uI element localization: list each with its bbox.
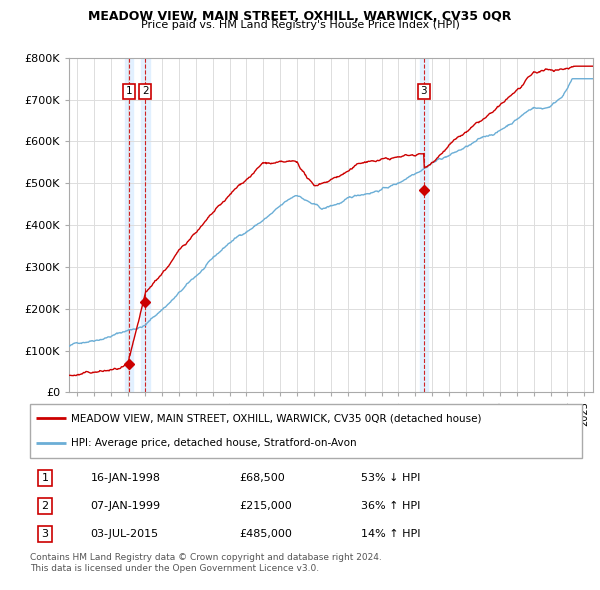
- Text: 53% ↓ HPI: 53% ↓ HPI: [361, 473, 421, 483]
- Text: £215,000: £215,000: [240, 502, 293, 511]
- Text: 2: 2: [41, 502, 49, 511]
- Text: 1: 1: [41, 473, 49, 483]
- Text: 36% ↑ HPI: 36% ↑ HPI: [361, 502, 421, 511]
- Bar: [141, 58, 149, 392]
- Text: MEADOW VIEW, MAIN STREET, OXHILL, WARWICK, CV35 0QR: MEADOW VIEW, MAIN STREET, OXHILL, WARWIC…: [88, 10, 512, 23]
- Text: Price paid vs. HM Land Registry's House Price Index (HPI): Price paid vs. HM Land Registry's House …: [140, 20, 460, 30]
- Text: MEADOW VIEW, MAIN STREET, OXHILL, WARWICK, CV35 0QR (detached house): MEADOW VIEW, MAIN STREET, OXHILL, WARWIC…: [71, 413, 482, 423]
- Text: 03-JUL-2015: 03-JUL-2015: [91, 529, 159, 539]
- Text: HPI: Average price, detached house, Stratford-on-Avon: HPI: Average price, detached house, Stra…: [71, 438, 357, 448]
- Text: £68,500: £68,500: [240, 473, 286, 483]
- Text: 3: 3: [421, 86, 427, 96]
- Text: £485,000: £485,000: [240, 529, 293, 539]
- Text: Contains HM Land Registry data © Crown copyright and database right 2024.
This d: Contains HM Land Registry data © Crown c…: [30, 553, 382, 573]
- Text: 2: 2: [142, 86, 149, 96]
- Bar: [125, 58, 133, 392]
- Text: 07-JAN-1999: 07-JAN-1999: [91, 502, 161, 511]
- Bar: [419, 58, 428, 392]
- Text: 14% ↑ HPI: 14% ↑ HPI: [361, 529, 421, 539]
- Text: 1: 1: [125, 86, 132, 96]
- Text: 3: 3: [41, 529, 49, 539]
- Text: 16-JAN-1998: 16-JAN-1998: [91, 473, 161, 483]
